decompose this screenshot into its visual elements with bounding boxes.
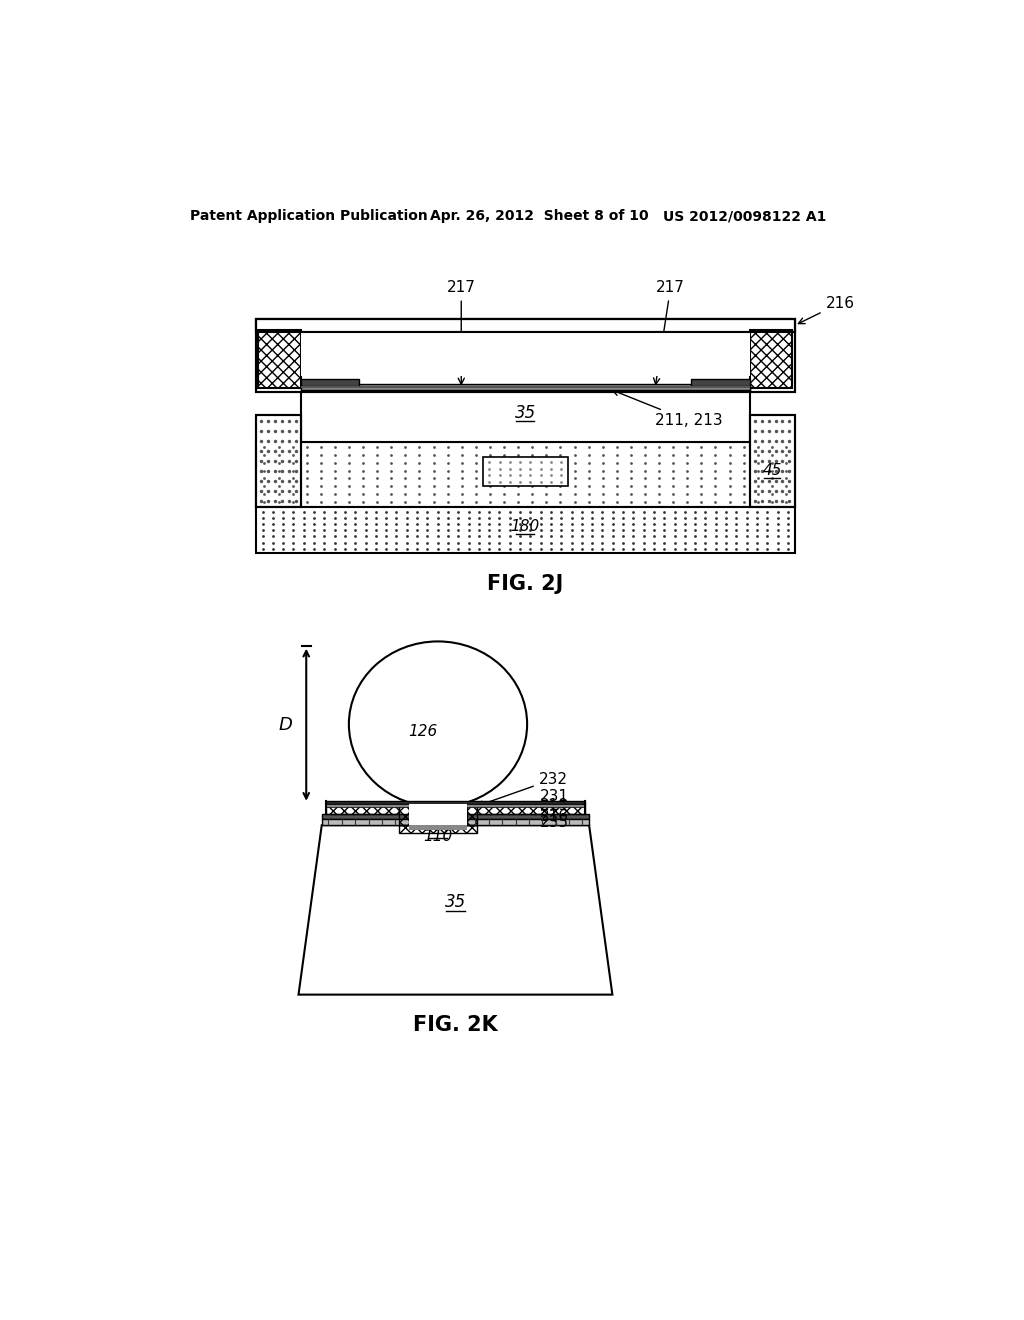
Text: 235: 235	[541, 814, 569, 830]
Bar	[301, 387, 750, 391]
Text: 140: 140	[511, 461, 540, 475]
Text: 218: 218	[707, 352, 735, 367]
Bar	[750, 414, 795, 507]
Text: 231: 231	[541, 789, 569, 804]
Bar	[482, 457, 568, 487]
Bar	[691, 379, 750, 387]
Bar	[256, 414, 301, 507]
Text: 126: 126	[408, 725, 437, 739]
Bar	[477, 804, 586, 814]
Text: 35: 35	[515, 404, 536, 422]
Bar	[301, 385, 750, 388]
Text: 217: 217	[446, 280, 476, 384]
Bar	[256, 414, 301, 507]
Bar	[399, 825, 477, 833]
Text: 216: 216	[799, 296, 854, 323]
Text: 180: 180	[511, 519, 540, 535]
Text: 45: 45	[762, 463, 781, 478]
Polygon shape	[299, 825, 612, 995]
Text: 110: 110	[423, 829, 453, 845]
Ellipse shape	[349, 642, 527, 807]
Bar	[409, 825, 467, 830]
Bar	[256, 442, 795, 507]
Bar	[750, 330, 793, 388]
Bar	[399, 804, 409, 825]
Bar	[256, 507, 795, 553]
Text: FIG. 2J: FIG. 2J	[487, 574, 563, 594]
Text: 211, 213: 211, 213	[612, 389, 723, 428]
Bar	[258, 330, 301, 388]
Text: 216: 216	[541, 809, 569, 824]
Bar	[326, 804, 586, 807]
Bar	[256, 318, 795, 333]
Bar	[750, 414, 795, 507]
Bar	[256, 318, 795, 333]
Text: 232: 232	[477, 772, 567, 807]
Text: 217: 217	[653, 280, 685, 384]
Text: US 2012/0098122 A1: US 2012/0098122 A1	[663, 209, 826, 223]
Bar	[301, 379, 359, 387]
Bar	[301, 384, 750, 391]
Bar	[467, 804, 477, 825]
Bar	[322, 818, 589, 825]
Bar	[301, 333, 750, 376]
Bar	[256, 318, 795, 392]
Text: 218: 218	[315, 352, 344, 367]
Bar	[301, 392, 750, 442]
Bar	[326, 804, 399, 814]
Text: D: D	[279, 715, 292, 734]
Text: FIG. 2K: FIG. 2K	[413, 1015, 498, 1035]
Text: Patent Application Publication: Patent Application Publication	[190, 209, 428, 223]
Text: 35: 35	[444, 894, 466, 911]
Text: 219: 219	[541, 797, 569, 813]
Bar	[326, 800, 586, 804]
Text: Apr. 26, 2012  Sheet 8 of 10: Apr. 26, 2012 Sheet 8 of 10	[430, 209, 649, 223]
Bar	[256, 318, 795, 392]
Bar	[409, 804, 467, 825]
Bar	[322, 814, 589, 818]
